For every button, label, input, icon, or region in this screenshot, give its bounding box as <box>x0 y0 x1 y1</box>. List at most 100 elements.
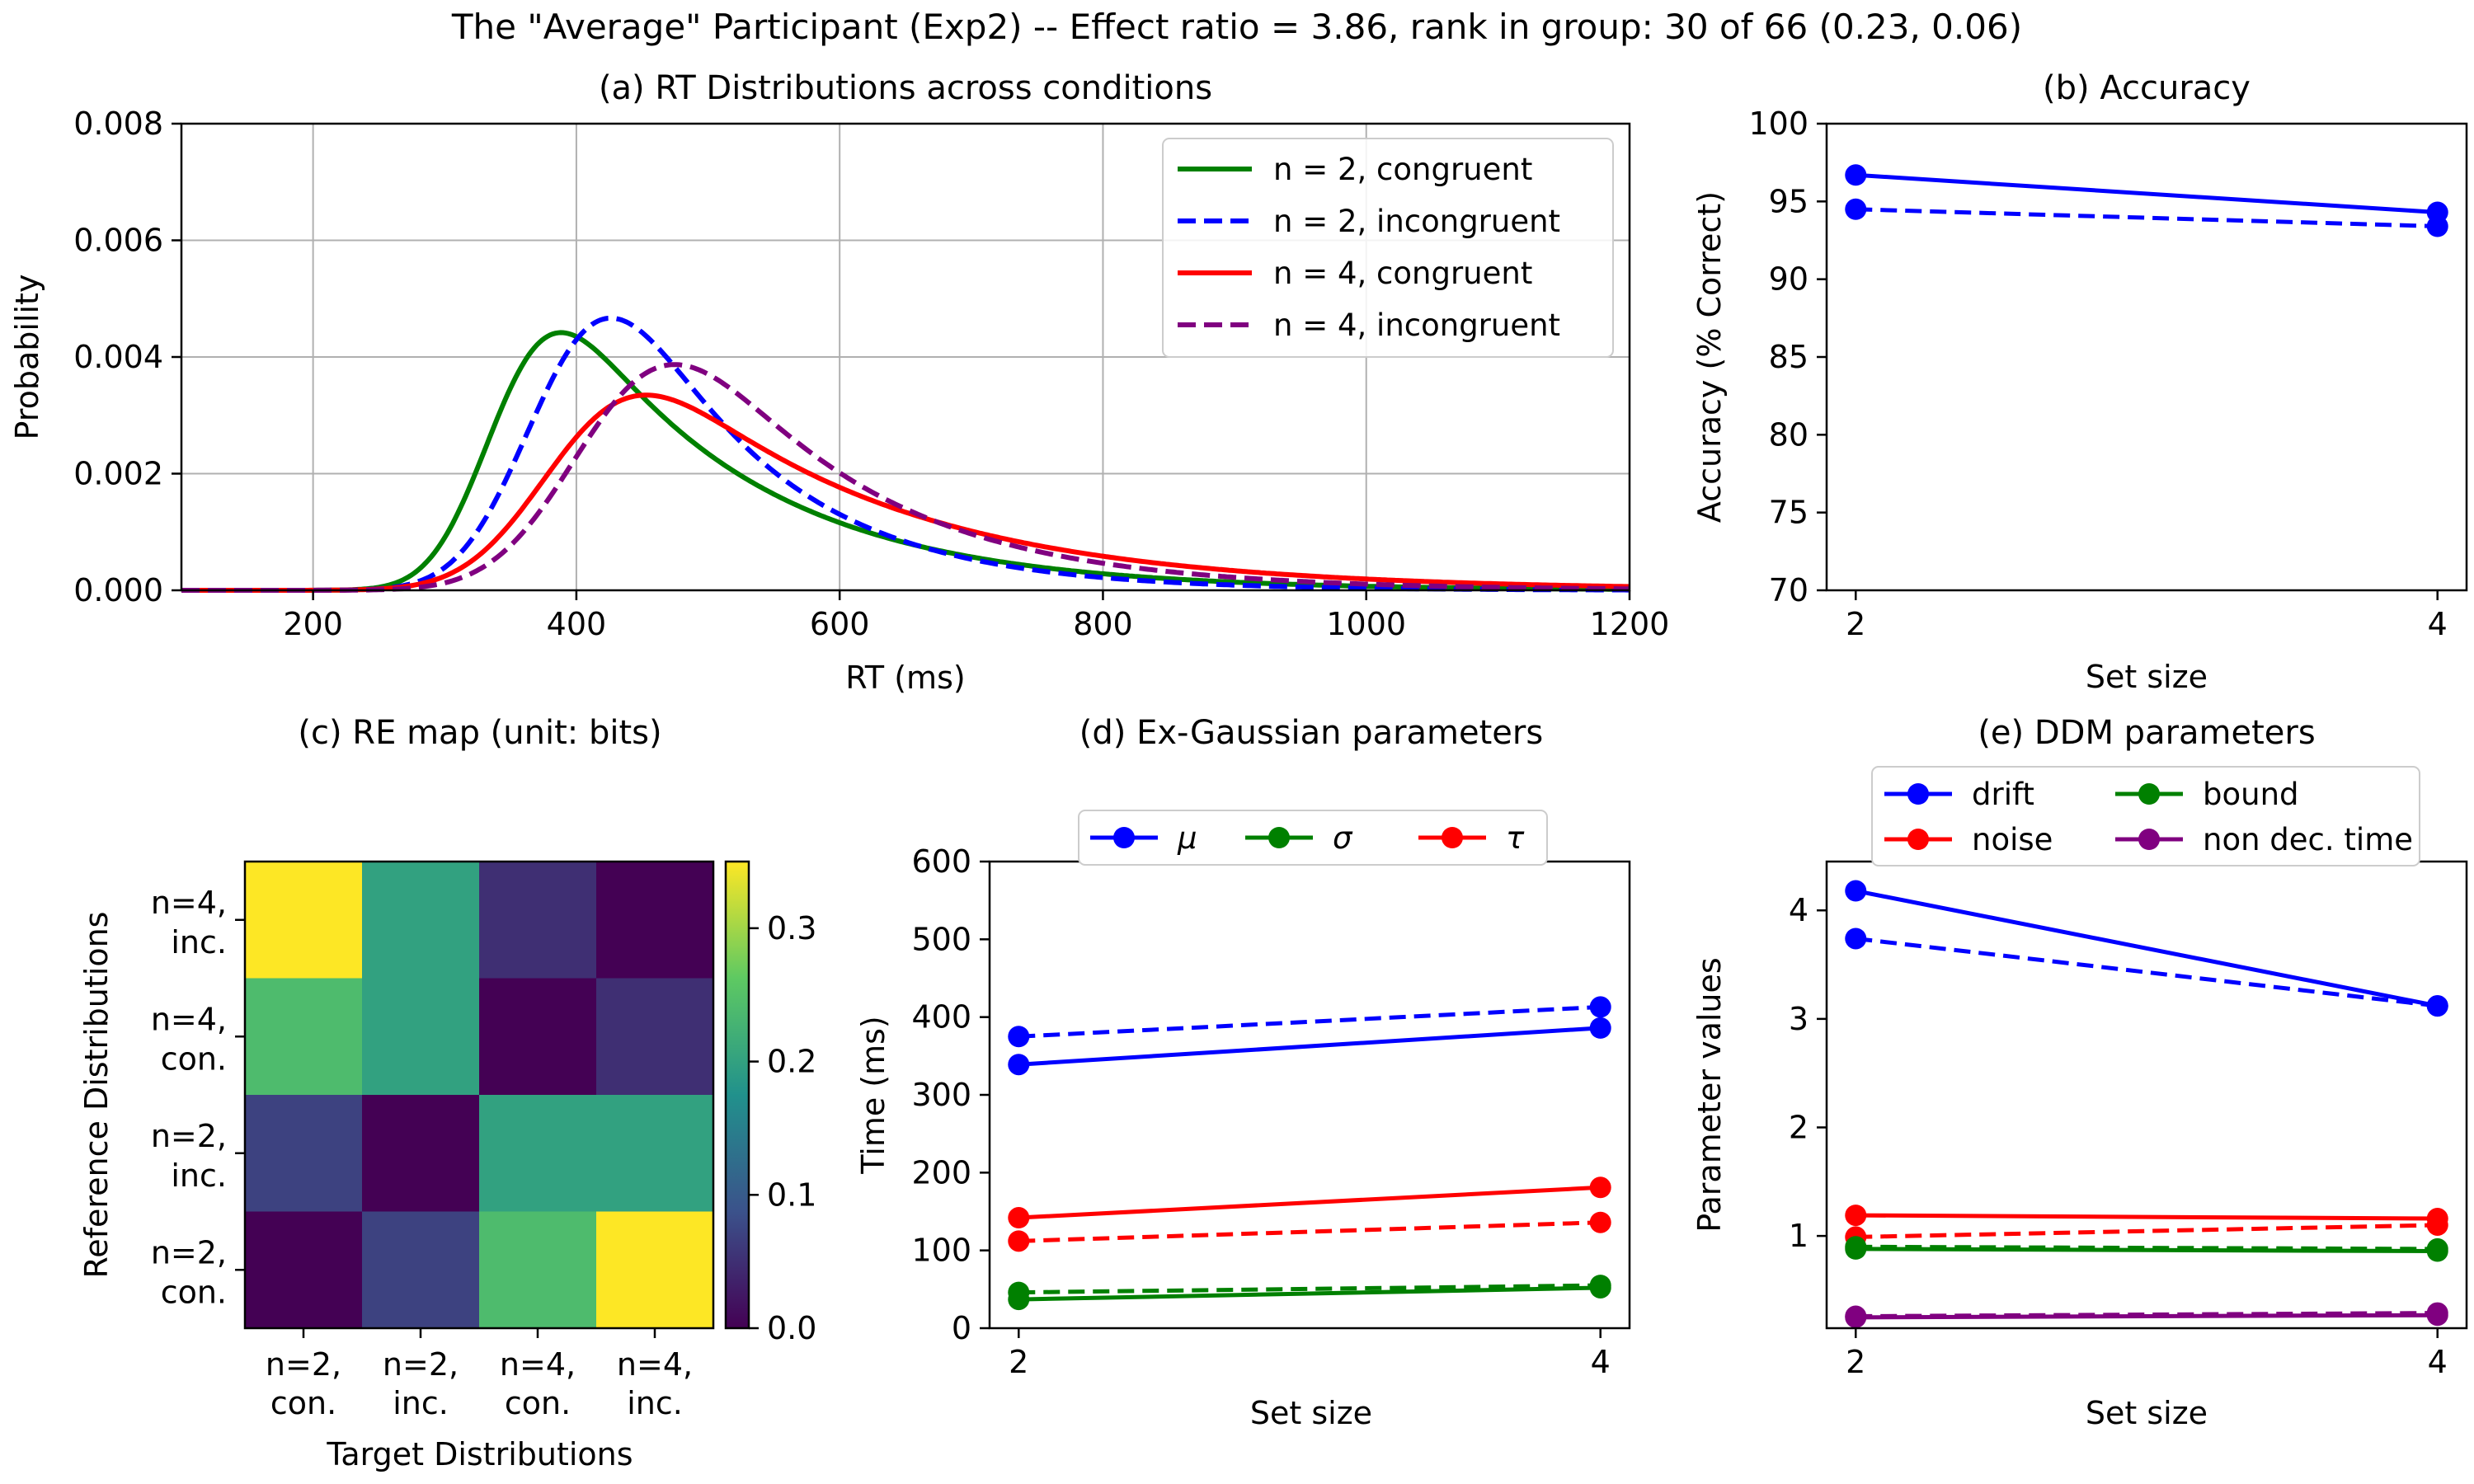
panel-e-xtick-label: 4 <box>2428 1344 2448 1380</box>
panel-d-legend-label--: μ <box>1177 820 1197 856</box>
panel-b-ytick-label: 85 <box>1769 339 1808 375</box>
panel-a-legend-label-n4-congruent: n = 4, congruent <box>1273 256 1532 291</box>
panel-d-line-sigma-solid <box>1018 1285 1601 1302</box>
panel-c-ytick-label: con. <box>161 1274 227 1310</box>
panel-c-ytick-label: con. <box>161 1040 227 1077</box>
panel-b-line-series-solid <box>1856 172 2438 215</box>
panel-e: (e) DDM parameters 2 4 1 2 3 4 Set size Param… <box>1691 714 2468 1431</box>
panel-e-point-drift-solid <box>1845 880 1867 902</box>
panel-b-xtick-label: 4 <box>2428 606 2448 642</box>
panel-a-xtick-label: 1000 <box>1326 606 1406 642</box>
panel-c-heatmap-cell <box>245 862 363 979</box>
panel-c: (c) RE map (unit: bits) n=2,con.n=2,inc.… <box>78 714 816 1472</box>
panel-a-ytick-label: 0.008 <box>73 106 163 142</box>
panel-c-heatmap-cell <box>596 978 714 1096</box>
panel-d-frame <box>988 860 1631 1330</box>
panel-d-title: (d) Ex-Gaussian parameters <box>1079 714 1543 752</box>
panel-d-line-mu-dashed <box>1018 1004 1601 1039</box>
panel-d-legend-label--: σ <box>1333 820 1353 856</box>
panel-e-legend-label-noise: noise <box>1972 822 2053 857</box>
panel-d-point-tau-dashed <box>1008 1230 1030 1252</box>
panel-d-xtick-label: 2 <box>1009 1344 1028 1380</box>
panel-c-colorbar-tick-label: 0.3 <box>767 910 816 946</box>
panel-a-legend-box <box>1162 138 1614 358</box>
panel-c-heatmap-cell <box>479 1211 597 1329</box>
panel-d-ylabel: Time (ms) <box>855 1016 891 1175</box>
panel-d-ytick-label: 500 <box>911 921 971 957</box>
panel-c-xtick-label: inc. <box>393 1385 449 1421</box>
panel-d-line-sigma-dashed <box>1018 1283 1601 1295</box>
panel-e-legend-label-drift: drift <box>1972 777 2034 812</box>
panel-a-xtick-label: 800 <box>1073 606 1133 642</box>
panel-c-heatmap-cell <box>479 1095 597 1213</box>
panel-d-ytick-label: 200 <box>911 1154 971 1190</box>
panel-c-heatmap-cell <box>596 1211 714 1329</box>
panel-c-heatmap-cell <box>596 1095 714 1213</box>
panel-e-ytick-label: 4 <box>1789 892 1808 928</box>
panel-e-ytick-label: 1 <box>1789 1218 1808 1254</box>
panel-e-ytick-label: 3 <box>1789 1001 1808 1037</box>
panel-e-line-non-dec-time-dashed <box>1856 1311 2438 1319</box>
panel-c-heatmap-cell <box>245 978 363 1096</box>
panel-e-legend-marker-non-dec-time <box>2138 829 2160 850</box>
panel-b-line-series-dashed <box>1856 207 2438 229</box>
panel-d-xlabel: Set size <box>1250 1395 1372 1431</box>
panel-e-line-noise-solid <box>1856 1213 2438 1221</box>
panel-c-colorbar <box>724 860 750 1330</box>
panel-d-legend-marker-- <box>1113 827 1135 848</box>
panel-e-point-bound-dashed <box>2426 1237 2448 1260</box>
panel-b-ytick-label: 95 <box>1769 183 1808 219</box>
panel-e-title: (e) DDM parameters <box>1978 714 2315 752</box>
panel-c-colorbar-tick-label: 0.0 <box>767 1310 816 1346</box>
panel-a-legend-label-n4-incongruent: n = 4, incongruent <box>1273 308 1560 343</box>
panel-b-point-series-dashed <box>2426 215 2448 237</box>
panel-d-xtick-label: 4 <box>1591 1344 1611 1380</box>
panel-c-xlabel: Target Distributions <box>326 1436 633 1472</box>
panel-c-frame <box>243 860 715 1330</box>
panel-e-point-drift-dashed <box>1845 928 1867 950</box>
panel-e-point-noise-dashed <box>2426 1214 2448 1236</box>
panel-a-title: (a) RT Distributions across conditions <box>599 69 1212 107</box>
panel-e-ylabel: Parameter values <box>1691 957 1728 1232</box>
panel-c-heatmap-cell <box>245 1211 363 1329</box>
panel-a-curve-n2-congruent <box>181 330 1630 593</box>
panel-e-legend-label-non-dec-time: non dec. time <box>2203 822 2413 857</box>
panel-a-curve-n4-congruent <box>181 392 1630 593</box>
panel-a-ytick-label: 0.000 <box>73 572 163 608</box>
panel-e-line-drift-solid <box>1855 889 2439 1008</box>
panel-a-ytick-label: 0.006 <box>73 223 163 259</box>
panel-d-point-tau-dashed <box>1589 1211 1611 1233</box>
panel-d-legend-marker-- <box>1268 827 1290 848</box>
panel-a-xtick-label: 600 <box>810 606 870 642</box>
panel-a: (a) RT Distributions across conditions 2… <box>9 69 1669 696</box>
panel-a-legend-label-n2-incongruent: n = 2, incongruent <box>1273 204 1560 239</box>
panel-d-point-sigma-dashed <box>1589 1275 1611 1297</box>
panel-b-ytick-label: 80 <box>1769 416 1808 453</box>
panel-c-xtick-label: n=4, <box>500 1346 576 1383</box>
panel-d-ytick-label: 600 <box>911 843 971 880</box>
panel-c-xtick-label: con. <box>270 1385 336 1421</box>
panel-c-ytick-label: n=4, <box>151 885 227 921</box>
panel-e-point-noise-solid <box>1845 1205 1867 1227</box>
panel-c-ytick-label: n=2, <box>151 1234 227 1270</box>
panel-c-xtick-label: inc. <box>627 1385 683 1421</box>
panel-d-legend-label--: τ <box>1506 820 1525 856</box>
panel-c-ytick-label: inc. <box>171 924 227 960</box>
panel-e-point-non-dec-time-dashed <box>2426 1302 2448 1324</box>
panel-a-curve-n4-incongruent <box>181 362 1630 593</box>
panel-c-heatmap-cell <box>479 978 597 1096</box>
panel-b-point-series-dashed <box>1845 198 1867 220</box>
panel-e-legend-box <box>1871 766 2420 866</box>
panel-c-heatmap-cell <box>362 862 480 979</box>
panel-b-ytick-label: 100 <box>1748 106 1808 142</box>
panel-e-legend-marker-bound <box>2138 783 2160 805</box>
panel-d-line-tau-solid <box>1018 1185 1601 1220</box>
figure-suptitle: The "Average" Participant (Exp2) -- Effe… <box>451 7 2022 47</box>
panel-d-point-sigma-dashed <box>1008 1281 1030 1303</box>
panel-c-ytick-label: inc. <box>171 1158 227 1194</box>
panel-d-point-mu-solid <box>1008 1054 1030 1076</box>
panel-c-heatmap-cell <box>362 978 480 1096</box>
panel-d: (d) Ex-Gaussian parameters 2 4 0 100 200 300 4… <box>855 714 1631 1431</box>
panel-c-heatmap-cell <box>245 1095 363 1213</box>
